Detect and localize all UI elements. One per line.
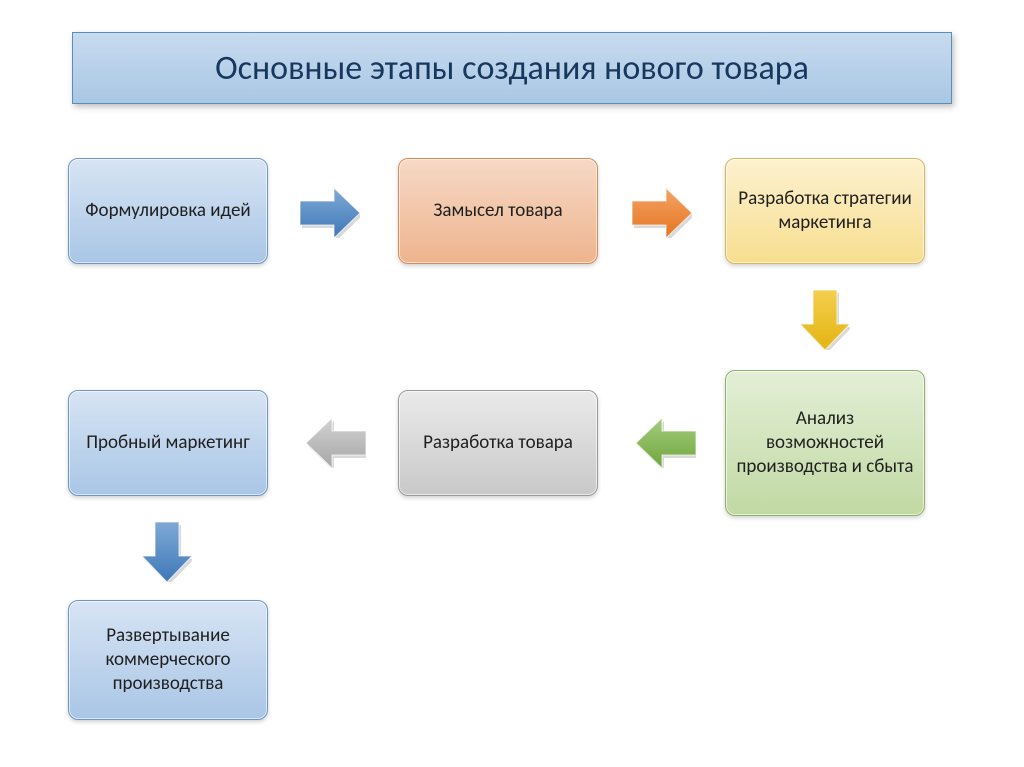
- node-commercial-deployment: Развертывание коммерческого производства: [68, 600, 268, 720]
- arrow-6-icon: [142, 522, 192, 582]
- node-idea-formulation: Формулировка идей: [68, 158, 268, 264]
- node-marketing-strategy: Разработка стратегии маркетинга: [725, 158, 925, 264]
- title-text: Основные этапы создания нового товара: [215, 48, 809, 89]
- node-production-analysis: Анализ возможностей производства и сбыта: [725, 370, 925, 516]
- arrow-4-icon: [636, 418, 696, 468]
- page-title: Основные этапы создания нового товара: [72, 32, 952, 104]
- arrow-3-icon: [800, 290, 850, 350]
- node-product-concept: Замысел товара: [398, 158, 598, 264]
- arrow-5-icon: [306, 418, 366, 468]
- node-product-development: Разработка товара: [398, 390, 598, 496]
- node-trial-marketing: Пробный маркетинг: [68, 390, 268, 496]
- arrow-2-icon: [632, 188, 692, 238]
- arrow-1-icon: [300, 188, 360, 238]
